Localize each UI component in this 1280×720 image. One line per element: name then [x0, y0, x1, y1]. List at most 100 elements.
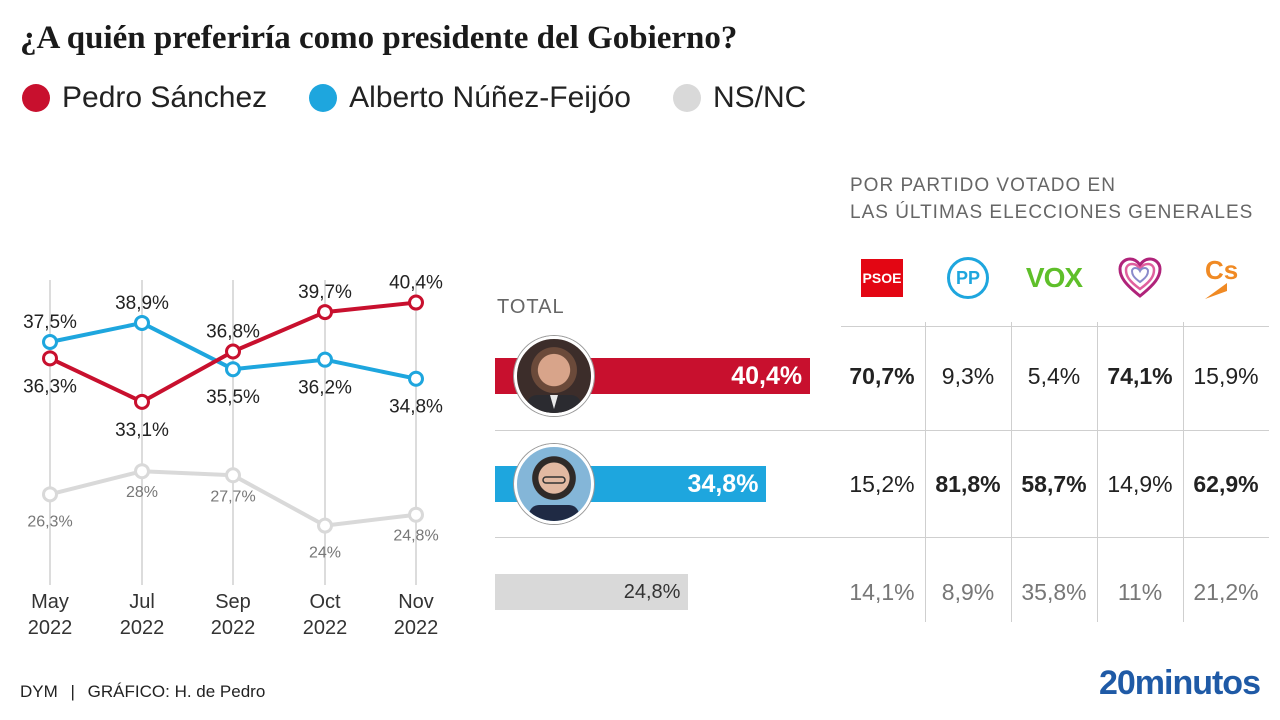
- data-point: [134, 314, 150, 331]
- data-label: 40,4%: [389, 273, 443, 294]
- source-label: DYM: [20, 682, 58, 701]
- table-cell: 8,9%: [941, 579, 995, 605]
- data-point: [225, 467, 241, 484]
- party-table-header: POR PARTIDO VOTADO EN LAS ÚLTIMAS ELECCI…: [850, 172, 1253, 226]
- data-label: 36,3%: [23, 376, 77, 397]
- data-label: 36,2%: [298, 378, 352, 399]
- table-divider: [841, 326, 1269, 327]
- total-bar-label-nsnc: 24,8%: [623, 580, 681, 603]
- data-label: 37,5%: [23, 312, 77, 333]
- table-divider: [1011, 322, 1012, 622]
- x-tick-label: Sep: [215, 591, 251, 613]
- heart-icon: [1118, 257, 1162, 298]
- table-cell: 70,7%: [849, 363, 915, 389]
- data-label: 39,7%: [298, 282, 352, 303]
- data-point: [225, 361, 241, 378]
- unidas-podemos-logo: [1097, 252, 1183, 304]
- line-chart: May 2022 Jul 2022 Sep 2022 Oct 2022 Nov 2022 36,3%…: [23, 273, 443, 639]
- cs-logo: Cs: [1183, 252, 1269, 304]
- x-tick-label: May: [31, 591, 69, 613]
- person-icon: [527, 395, 581, 413]
- legend: Pedro Sánchez Alberto Núñez-Feijóo NS/NC: [22, 78, 848, 118]
- total-bar-label-sanchez: 40,4%: [731, 361, 803, 390]
- table-cell: 62,9%: [1193, 471, 1259, 497]
- legend-dot-feijoo: [309, 84, 338, 112]
- table-cell: 15,9%: [1193, 363, 1259, 389]
- table-cell: 5,4%: [1027, 363, 1081, 389]
- legend-label-sanchez: Pedro Sánchez: [62, 81, 268, 114]
- cs-logo-text: Cs: [1205, 255, 1239, 285]
- legend-label-nsnc: NS/NC: [712, 81, 807, 114]
- data-point: [317, 304, 333, 321]
- data-label: 24,8%: [393, 528, 438, 545]
- table-divider: [1183, 322, 1184, 622]
- legend-dot-nsnc: [672, 84, 701, 112]
- data-point: [317, 517, 333, 534]
- table-cell: 14,1%: [849, 579, 915, 605]
- footer-source: DYM | GRÁFICO: H. de Pedro: [20, 682, 265, 702]
- table-cell: 74,1%: [1107, 363, 1173, 389]
- vox-logo-text: VOX: [1025, 262, 1083, 293]
- data-point: [408, 294, 424, 311]
- total-bar-label-feijoo: 34,8%: [687, 469, 759, 498]
- data-point: [134, 393, 150, 410]
- total-bar-nsnc: 24,8%: [495, 574, 689, 610]
- data-label: 26,3%: [27, 513, 72, 530]
- avatar-feijoo: [514, 444, 594, 524]
- table-divider: [925, 322, 926, 622]
- table-cell: 15,2%: [849, 471, 915, 497]
- data-label: 34,8%: [389, 397, 443, 418]
- x-tick-label: Nov: [398, 591, 434, 613]
- psoe-logo: PSOE: [839, 252, 925, 304]
- legend-item-sanchez: Pedro Sánchez: [22, 81, 267, 115]
- pp-logo-text: PP: [947, 257, 989, 299]
- data-label: 38,9%: [115, 293, 169, 314]
- cs-arrow-icon: [1205, 283, 1227, 299]
- chart-title: ¿A quién preferiría como presidente del …: [20, 20, 738, 56]
- table-cell: 9,3%: [941, 363, 995, 389]
- x-tick-label: 2022: [28, 617, 73, 639]
- brand-logo: 20minutos: [1098, 664, 1261, 702]
- legend-dot-sanchez: [22, 84, 50, 112]
- x-tick-label: 2022: [211, 617, 256, 639]
- pp-logo: PP: [925, 252, 1011, 304]
- row-divider: [495, 537, 1269, 538]
- data-point: [134, 463, 150, 480]
- table-cell: 14,9%: [1107, 471, 1173, 497]
- data-label: 33,1%: [115, 420, 169, 441]
- footer-separator: |: [70, 682, 75, 701]
- data-label: 27,7%: [210, 488, 255, 505]
- data-point: [408, 370, 424, 387]
- credit-label: GRÁFICO: H. de Pedro: [87, 682, 266, 701]
- party-table-header-line-1: POR PARTIDO VOTADO EN: [850, 175, 1116, 196]
- data-label: 28%: [126, 484, 158, 501]
- vox-logo: VOX: [1011, 252, 1097, 304]
- data-point: [42, 350, 58, 367]
- x-tick-label: 2022: [120, 617, 165, 639]
- legend-label-feijoo: Alberto Núñez-Feijóo: [349, 81, 631, 114]
- data-label: 24%: [309, 545, 341, 562]
- data-label: 36,8%: [206, 322, 260, 343]
- data-label: 35,5%: [206, 387, 260, 408]
- table-cell: 21,2%: [1193, 579, 1259, 605]
- x-tick-label: Oct: [309, 591, 341, 613]
- data-point: [408, 506, 424, 523]
- data-point: [317, 351, 333, 368]
- x-tick-label: 2022: [303, 617, 348, 639]
- person-icon: [529, 476, 579, 521]
- data-point: [42, 334, 58, 350]
- avatar-sanchez: [514, 336, 594, 416]
- party-table-header-line-2: LAS ÚLTIMAS ELECCIONES GENERALES: [850, 202, 1254, 223]
- table-cell: 35,8%: [1021, 579, 1087, 605]
- x-tick-label: 2022: [394, 617, 439, 639]
- table-cell: 58,7%: [1021, 471, 1087, 497]
- table-divider: [1097, 322, 1098, 622]
- table-cell: 81,8%: [935, 471, 1001, 497]
- total-label: TOTAL: [497, 296, 565, 318]
- row-divider: [495, 430, 1269, 431]
- table-cell: 11%: [1117, 579, 1163, 605]
- legend-item-feijoo: Alberto Núñez-Feijóo: [309, 81, 631, 115]
- data-point: [225, 343, 241, 360]
- psoe-logo-text: PSOE: [861, 259, 903, 297]
- data-point: [42, 486, 58, 503]
